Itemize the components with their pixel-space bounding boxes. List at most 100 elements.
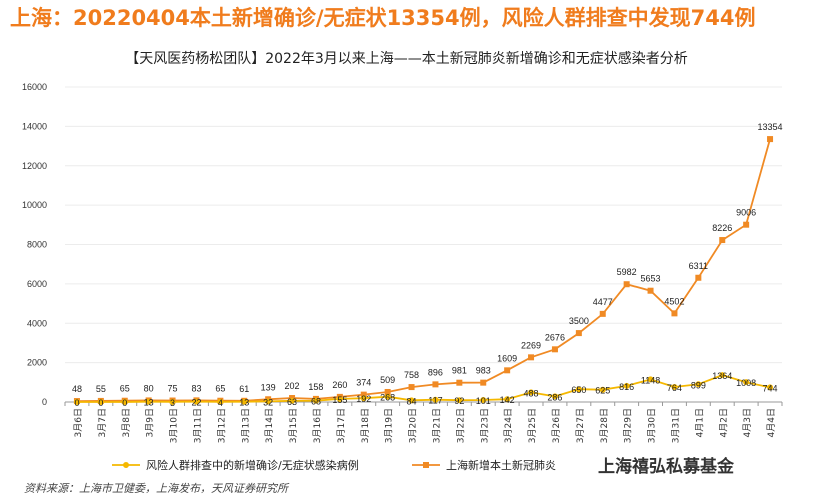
data-label-main: 374 [356,378,371,388]
data-label-main: 83 [191,383,201,393]
data-point-risk [360,395,367,402]
data-point-main [432,381,439,388]
y-tick-label: 0 [42,397,47,407]
data-point-main [623,281,630,288]
data-label-main: 509 [380,375,395,385]
data-label-risk: 63 [287,397,297,407]
data-label-risk: 816 [619,382,634,392]
data-label-main: 158 [308,382,323,392]
data-label-main: 1609 [497,353,517,363]
x-tick-label: 4月3日 [742,408,753,437]
data-label-main: 13354 [758,122,783,132]
data-point-risk [289,397,296,404]
data-label-main: 983 [476,366,491,376]
x-tick-label: 3月30日 [647,408,658,443]
headline: 上海：20220404本土新增确诊/无症状13354例，风险人群排查中发现744… [10,6,756,30]
legend-label-main: 上海新增本土新冠肺炎 [446,458,556,472]
x-tick-label: 3月11日 [192,408,203,443]
data-point-risk [336,395,343,402]
x-tick-label: 3月28日 [599,408,610,443]
y-tick-label: 2000 [27,358,47,368]
data-label-risk: 0 [98,398,103,408]
data-label-main: 55 [96,384,106,394]
data-label-main: 260 [332,380,347,390]
data-label-risk: 68 [311,397,321,407]
data-point-main [551,346,558,353]
data-label-risk: 84 [407,396,417,406]
data-point-main [719,237,726,244]
data-label-main: 75 [168,384,178,394]
data-label-main: 5982 [617,267,637,277]
data-point-risk [456,397,463,404]
y-tick-label: 4000 [27,318,47,328]
data-point-risk [97,399,104,405]
data-point-main [528,354,535,361]
data-point-risk [719,372,726,379]
x-tick-label: 3月13日 [240,408,251,443]
data-point-risk [551,393,558,400]
x-tick-label: 3月16日 [312,408,323,443]
data-label-main: 202 [285,381,300,391]
x-tick-label: 3月18日 [360,408,371,443]
data-label-risk: 142 [500,395,515,405]
data-point-risk [384,393,391,400]
data-label-main: 65 [215,384,225,394]
data-label-risk: 268 [380,393,395,403]
data-label-risk: 13 [239,398,249,408]
data-label-main: 8226 [712,223,732,233]
data-label-main: 4502 [664,296,684,306]
legend-marker-main [423,462,429,468]
data-label-main: 80 [144,383,154,393]
data-label-risk: 0 [122,398,127,408]
data-point-main [504,367,511,374]
data-label-main: 61 [239,384,249,394]
y-tick-label: 14000 [22,121,47,131]
data-label-main: 896 [428,367,443,377]
data-point-risk [145,398,152,405]
y-tick-label: 12000 [22,161,47,171]
data-label-main: 758 [404,370,419,380]
x-tick-label: 4月4日 [766,408,777,437]
x-tick-label: 3月19日 [384,408,395,443]
x-tick-label: 3月23日 [479,408,490,443]
x-tick-label: 3月22日 [455,408,466,443]
data-label-risk: 899 [691,380,706,390]
data-point-risk [695,381,702,388]
x-tick-label: 3月15日 [288,408,299,443]
data-point-risk [480,397,487,404]
data-point-main [408,384,415,391]
y-tick-label: 16000 [22,82,47,92]
data-label-risk: 155 [332,395,347,405]
x-tick-label: 3月24日 [503,408,514,443]
data-label-risk: 625 [595,386,610,396]
x-tick-label: 3月17日 [336,408,347,443]
data-point-risk [528,389,535,396]
x-tick-label: 3月31日 [670,408,681,443]
y-tick-label: 6000 [27,279,47,289]
data-point-main [456,379,463,386]
x-tick-label: 3月9日 [145,408,156,437]
data-point-risk [408,397,415,404]
data-point-main [480,379,487,386]
x-tick-label: 3月8日 [121,408,132,437]
y-tick-label: 8000 [27,240,47,250]
data-label-main: 2676 [545,332,565,342]
data-label-risk: 1148 [641,375,660,385]
x-tick-label: 3月6日 [73,408,84,437]
data-label-main: 2269 [521,340,541,350]
data-label-main: 139 [261,382,276,392]
series-line-risk [77,374,771,403]
data-point-main [384,388,391,395]
data-label-risk: 4 [218,398,223,408]
data-label-risk: 286 [547,392,562,402]
data-label-risk: 117 [428,396,442,406]
data-label-risk: 488 [524,388,539,398]
data-point-risk [312,397,319,404]
data-point-risk [73,399,80,405]
data-label-risk: 92 [454,396,464,406]
data-point-risk [671,383,678,390]
data-label-main: 3500 [569,316,589,326]
source-note: 资料来源：上海市卫健委，上海发布，天风证券研究所 [24,482,288,495]
x-tick-label: 3月20日 [408,408,419,443]
data-point-risk [265,398,272,405]
